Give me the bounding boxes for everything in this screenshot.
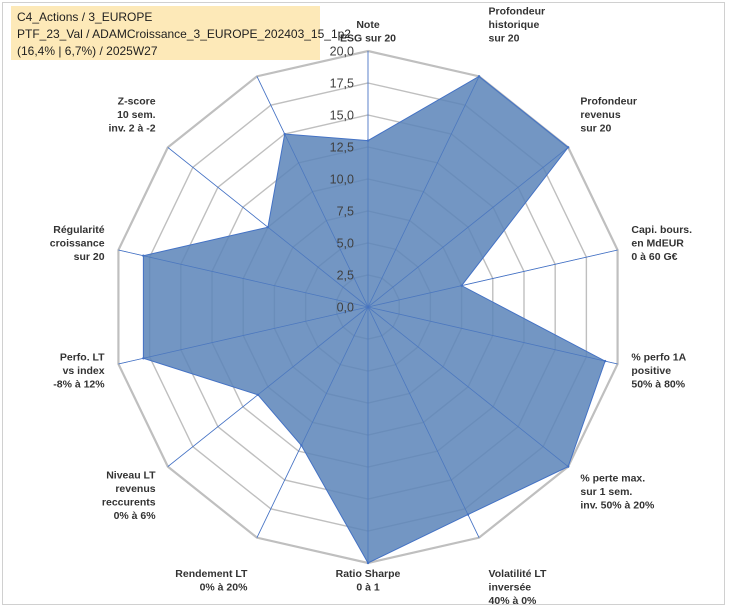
- tick-label: 2,5: [337, 269, 354, 283]
- title-line-1: C4_Actions / 3_EUROPE: [17, 10, 153, 24]
- axis-label-line: ESG sur 20: [340, 33, 396, 45]
- axis-label-group: Note ESG sur 20: [340, 19, 396, 45]
- axis-label-line: % perfo 1A: [631, 352, 686, 364]
- axis-label-line: 40% à 0%: [489, 595, 538, 607]
- tick-label: 20,0: [330, 45, 354, 59]
- axis-label-line: Profondeur: [489, 6, 546, 18]
- axis-label-line: positive: [631, 365, 671, 377]
- axis-label-group: Z-score 10 sem.inv. 2 à -2: [109, 95, 156, 134]
- title-line-2: PTF_23_Val / ADAMCroissance_3_EUROPE_202…: [17, 27, 351, 41]
- axis-label-line: sur 20: [74, 251, 105, 263]
- axis-label-line: 0% à 6%: [114, 510, 157, 522]
- axis-label-group: % perte max. sur 1 sem.inv. 50% à 20%: [580, 472, 655, 511]
- axis-label-line: 10 sem.: [117, 109, 156, 121]
- axis-label-line: inv. 2 à -2: [109, 122, 156, 134]
- axis-label-line: Volatilité LT: [489, 568, 548, 580]
- axis-label-line: Capi. bours.: [631, 224, 692, 236]
- radial-tick-labels: 0,0 2,5 5,0 7,5 10,0 12,5 15,0 17,5 20,0: [330, 45, 354, 315]
- axis-label-line: reccurents: [102, 497, 156, 509]
- axis-label-line: Rendement LT: [175, 568, 248, 580]
- chart-title-box: C4_Actions / 3_EUROPE PTF_23_Val / ADAMC…: [11, 6, 351, 60]
- axis-label-line: inversée: [489, 582, 532, 594]
- series-layer: [118, 51, 618, 565]
- axis-label-line: Régularité: [53, 224, 105, 236]
- axis-spoke-overlay: [367, 306, 618, 365]
- axis-spoke-overlay: [367, 147, 569, 308]
- axis-label-group: Rendement LT 0% à 20%: [175, 568, 248, 594]
- axis-label-line: -8% à 12%: [53, 379, 105, 391]
- axis-spoke-overlay: [118, 306, 369, 365]
- title-line-3: (16,4% | 6,7%) / 2025W27: [17, 44, 158, 58]
- axis-label-line: revenus: [580, 109, 620, 121]
- axis-label-line: Z-score: [118, 95, 156, 107]
- axis-label-line: 50% à 80%: [631, 379, 685, 391]
- axis-spoke-overlay: [367, 76, 480, 308]
- axis-spoke-overlay: [367, 306, 569, 467]
- axis-spoke-overlay: [167, 147, 369, 308]
- tick-label: 5,0: [337, 237, 354, 251]
- axis-spoke-overlay: [256, 306, 369, 538]
- tick-label: 0,0: [337, 301, 354, 315]
- axis-label-line: vs index: [63, 365, 105, 377]
- axis-label-line: revenus: [115, 483, 155, 495]
- axis-label-line: inv. 50% à 20%: [580, 499, 655, 511]
- axis-label-line: Ratio Sharpe: [336, 568, 401, 580]
- axis-label-line: croissance: [50, 238, 105, 250]
- axis-label-group: Ratio Sharpe 0 à 1: [336, 568, 401, 594]
- tick-label: 12,5: [330, 141, 354, 155]
- tick-label: 10,0: [330, 173, 354, 187]
- axis-label-line: en MdEUR: [631, 238, 684, 250]
- axis-label-line: Niveau LT: [106, 470, 156, 482]
- tick-label: 17,5: [330, 77, 354, 91]
- axis-label-line: Note: [356, 19, 379, 31]
- tick-label: 15,0: [330, 109, 354, 123]
- axis-spoke-overlay: [367, 249, 618, 308]
- axis-label-line: sur 20: [489, 33, 520, 45]
- axis-label-line: Profondeur: [580, 95, 637, 107]
- axis-spoke-overlay: [367, 306, 480, 538]
- axis-label-line: sur 20: [580, 122, 611, 134]
- axis-spoke-overlay: [167, 306, 369, 467]
- axis-spoke-overlay: [256, 76, 369, 308]
- axis-label-line: 0 à 60 G€: [631, 251, 677, 263]
- axis-label-line: 0% à 20%: [200, 582, 249, 594]
- axis-label-line: sur 1 sem.: [580, 486, 632, 498]
- tick-label: 7,5: [337, 205, 354, 219]
- axis-label-line: Perfo. LT: [60, 352, 105, 364]
- axis-spoke-overlay: [118, 249, 369, 308]
- axis-label-line: % perte max.: [580, 472, 645, 484]
- axis-label-line: 0 à 1: [356, 582, 380, 594]
- axis-label-line: historique: [489, 19, 540, 31]
